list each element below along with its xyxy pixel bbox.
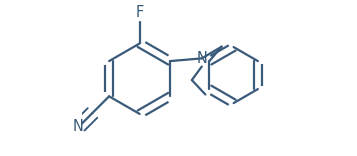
Text: N: N [73,119,84,134]
Text: F: F [136,5,144,20]
Text: N: N [196,51,207,66]
